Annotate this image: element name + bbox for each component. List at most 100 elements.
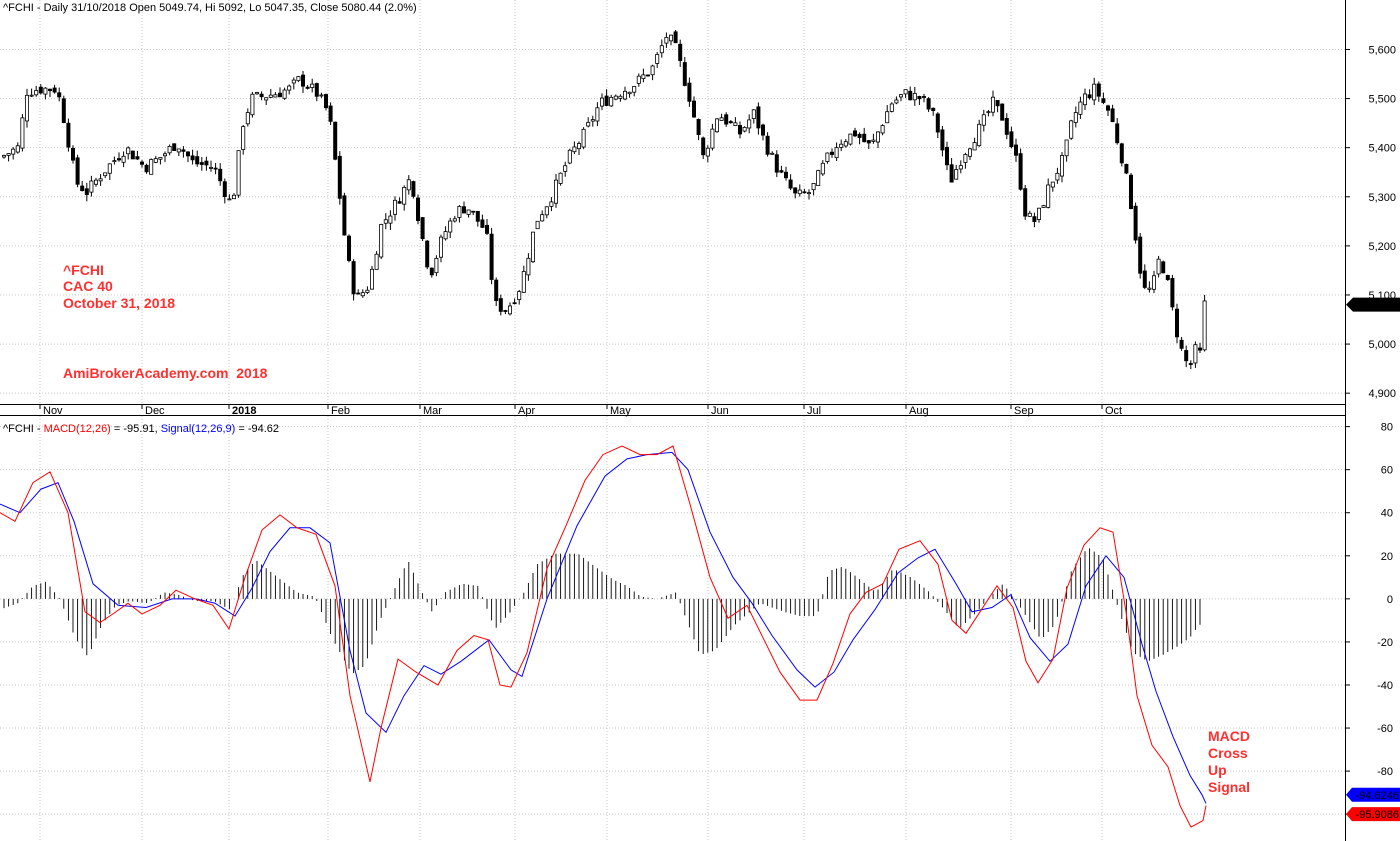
candle bbox=[273, 92, 278, 98]
candle-body bbox=[452, 218, 457, 222]
candle-body bbox=[871, 139, 876, 142]
candle bbox=[830, 148, 835, 158]
candle-body bbox=[853, 130, 858, 137]
annotation-ticker: ^FCHI bbox=[63, 262, 104, 278]
candle-body bbox=[236, 150, 241, 196]
candle-body bbox=[1092, 83, 1097, 101]
candle bbox=[356, 289, 361, 295]
candle-body bbox=[314, 83, 319, 97]
candle-body bbox=[429, 267, 434, 276]
candle bbox=[646, 74, 651, 77]
candle bbox=[958, 160, 963, 174]
candle-body bbox=[696, 118, 701, 135]
month-grid bbox=[39, 0, 1103, 841]
candle-body bbox=[949, 164, 954, 183]
candle-body bbox=[600, 97, 605, 107]
candle-body bbox=[830, 151, 835, 155]
candle-body bbox=[84, 188, 89, 196]
macd-header: ^FCHI - MACD(12,26) = -95.91, Signal(12,… bbox=[3, 423, 279, 435]
candle bbox=[369, 265, 374, 290]
candle bbox=[655, 52, 660, 68]
candle bbox=[715, 118, 720, 133]
candle-body bbox=[1106, 105, 1111, 111]
candle-body bbox=[669, 34, 674, 42]
candle bbox=[816, 169, 821, 187]
price-tick-label: 5,500 bbox=[1368, 94, 1396, 106]
candle bbox=[1018, 148, 1023, 191]
candle-body bbox=[604, 95, 609, 106]
candle-body bbox=[126, 147, 131, 155]
candle bbox=[738, 121, 743, 139]
candle bbox=[1179, 336, 1184, 351]
candle-body bbox=[549, 201, 554, 207]
candle bbox=[1014, 138, 1019, 162]
month-label: Apr bbox=[518, 405, 535, 417]
macd-tick-label: -80 bbox=[1377, 766, 1393, 778]
candle bbox=[319, 92, 324, 98]
candle bbox=[190, 149, 195, 165]
candle-body bbox=[218, 168, 223, 182]
candle-body bbox=[1161, 261, 1166, 274]
candle-body bbox=[1202, 300, 1207, 351]
candle bbox=[751, 109, 756, 124]
candle bbox=[199, 157, 204, 171]
candle-body bbox=[632, 86, 637, 93]
candle-body bbox=[360, 292, 365, 297]
candle bbox=[328, 102, 333, 125]
candle-body bbox=[80, 185, 85, 191]
candle-body bbox=[1110, 108, 1115, 123]
candle bbox=[1119, 142, 1124, 167]
candle bbox=[117, 152, 122, 162]
candle bbox=[517, 289, 522, 305]
candle-body bbox=[461, 206, 466, 214]
candle bbox=[1110, 104, 1115, 123]
candle bbox=[871, 133, 876, 144]
candle-body bbox=[434, 257, 439, 274]
candle-body bbox=[466, 209, 471, 215]
candle-body bbox=[374, 253, 379, 270]
candle bbox=[1009, 126, 1014, 149]
candle-body bbox=[471, 210, 476, 213]
candle-body bbox=[420, 217, 425, 240]
candle-body bbox=[1055, 172, 1060, 181]
candle bbox=[75, 154, 80, 188]
candle bbox=[52, 84, 57, 94]
candle-body bbox=[774, 154, 779, 173]
candle bbox=[296, 76, 301, 83]
candle-body bbox=[977, 123, 982, 147]
price-tick-label: 5,300 bbox=[1368, 192, 1396, 204]
candle-body bbox=[1064, 139, 1069, 157]
watermark-text: AmiBrokerAcademy.com 2018 bbox=[63, 365, 268, 381]
candle bbox=[254, 91, 259, 95]
candle-body bbox=[1083, 93, 1088, 106]
candle-body bbox=[250, 93, 255, 116]
candle-body bbox=[402, 186, 407, 205]
candle-body bbox=[52, 87, 57, 93]
macd-value-tags: -94.6246 -95.9086 bbox=[1346, 787, 1400, 822]
candle-body bbox=[94, 179, 99, 185]
candle-body bbox=[1170, 278, 1175, 308]
candle-body bbox=[190, 155, 195, 161]
candle-body bbox=[305, 86, 310, 89]
candle bbox=[1000, 103, 1005, 121]
month-label: Jul bbox=[807, 405, 821, 417]
month-label: 2018 bbox=[232, 405, 256, 417]
annotation-macd-line3: Up bbox=[1208, 762, 1227, 778]
price-tick-label: 5,400 bbox=[1368, 143, 1396, 155]
candle-body bbox=[71, 147, 76, 161]
candle-body bbox=[273, 94, 278, 98]
candle-body bbox=[857, 133, 862, 138]
candle-body bbox=[940, 129, 945, 151]
month-label: Oct bbox=[1105, 405, 1122, 417]
candle-body bbox=[1027, 212, 1032, 217]
candle-body bbox=[1078, 101, 1083, 115]
candle bbox=[1101, 92, 1106, 105]
candle bbox=[443, 226, 448, 241]
candle-body bbox=[282, 89, 287, 99]
candle bbox=[457, 205, 462, 223]
candle-body bbox=[351, 261, 356, 295]
candle bbox=[434, 255, 439, 277]
candle bbox=[245, 108, 250, 127]
macd-tick-label: 80 bbox=[1381, 422, 1393, 434]
candle bbox=[549, 197, 554, 212]
